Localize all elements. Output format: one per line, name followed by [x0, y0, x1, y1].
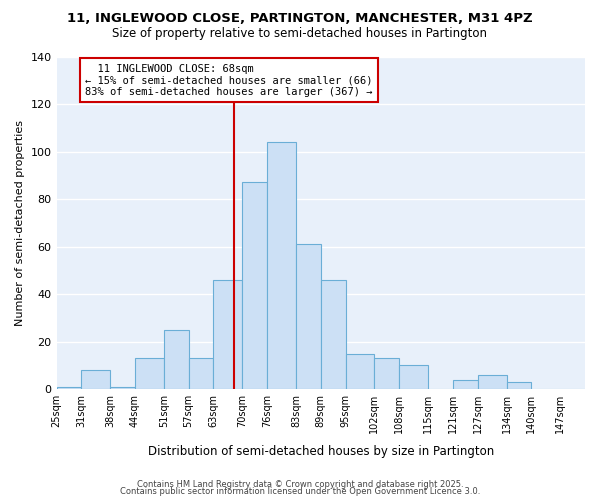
Bar: [478, 375, 506, 389]
Bar: [506, 382, 532, 389]
Bar: [321, 280, 346, 389]
Text: Contains HM Land Registry data © Crown copyright and database right 2025.: Contains HM Land Registry data © Crown c…: [137, 480, 463, 489]
Bar: [82, 370, 110, 389]
Bar: [374, 358, 399, 389]
Text: Size of property relative to semi-detached houses in Partington: Size of property relative to semi-detach…: [113, 28, 487, 40]
Bar: [267, 142, 296, 389]
Bar: [135, 358, 164, 389]
Text: 11 INGLEWOOD CLOSE: 68sqm
← 15% of semi-detached houses are smaller (66)
83% of : 11 INGLEWOOD CLOSE: 68sqm ← 15% of semi-…: [85, 64, 373, 97]
Bar: [346, 354, 374, 389]
Bar: [56, 387, 82, 389]
Y-axis label: Number of semi-detached properties: Number of semi-detached properties: [15, 120, 25, 326]
X-axis label: Distribution of semi-detached houses by size in Partington: Distribution of semi-detached houses by …: [148, 444, 494, 458]
Bar: [214, 280, 242, 389]
Bar: [164, 330, 188, 389]
Text: Contains public sector information licensed under the Open Government Licence 3.: Contains public sector information licen…: [120, 487, 480, 496]
Bar: [188, 358, 214, 389]
Text: 11, INGLEWOOD CLOSE, PARTINGTON, MANCHESTER, M31 4PZ: 11, INGLEWOOD CLOSE, PARTINGTON, MANCHES…: [67, 12, 533, 26]
Bar: [453, 380, 478, 389]
Bar: [399, 366, 428, 389]
Bar: [296, 244, 321, 389]
Bar: [242, 182, 267, 389]
Bar: [110, 387, 135, 389]
